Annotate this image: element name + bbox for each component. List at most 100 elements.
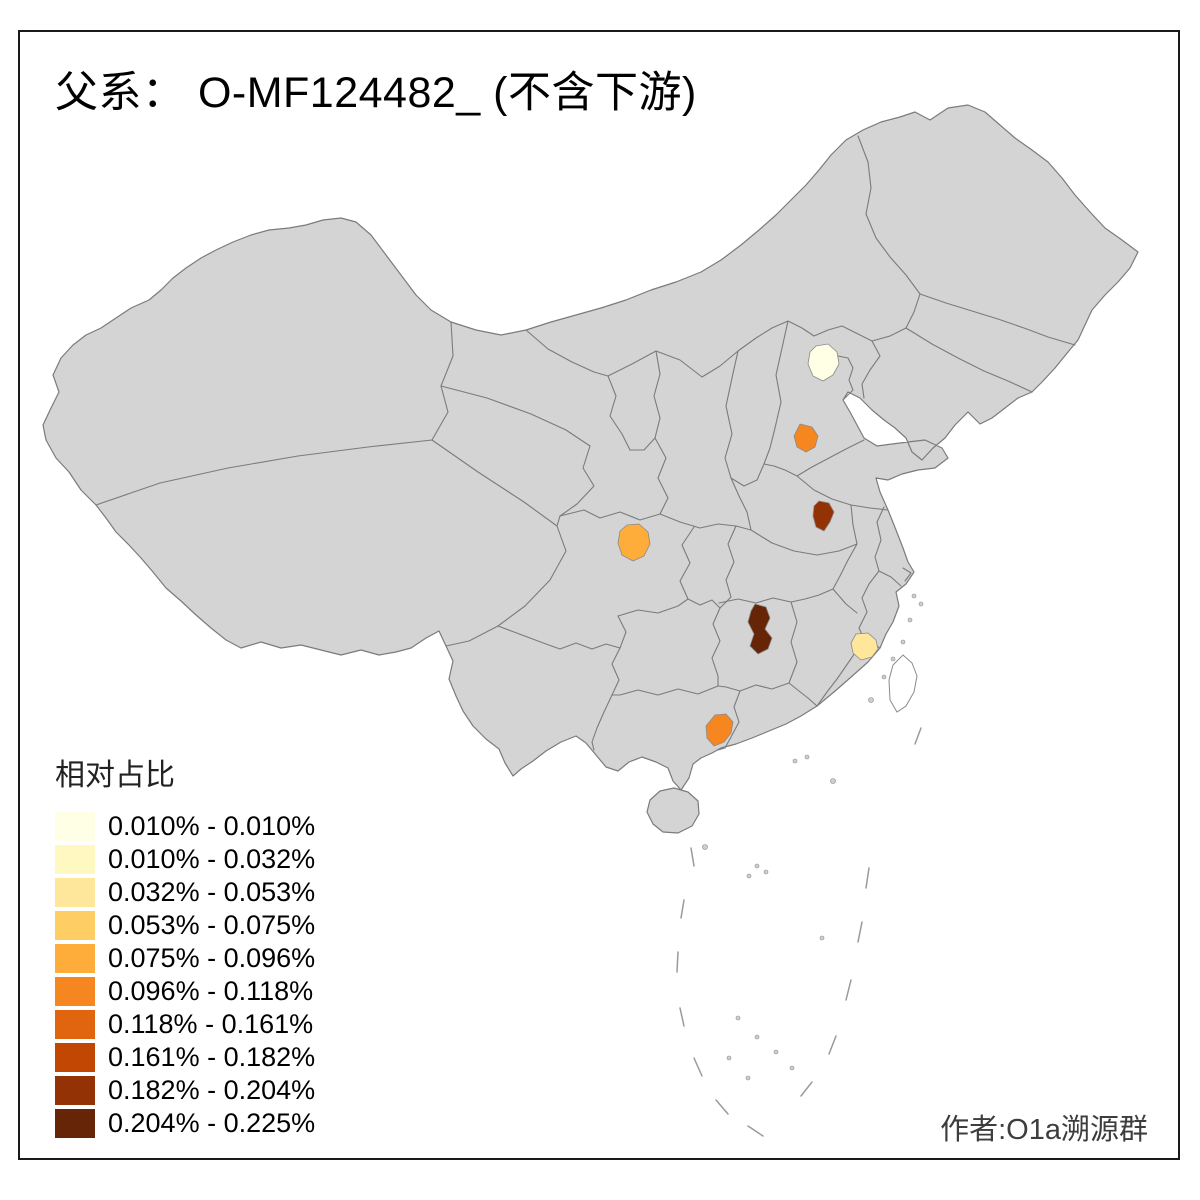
legend-item: 0.010% - 0.010% xyxy=(55,810,315,843)
page-title: 父系： O-MF124482_ (不含下游) xyxy=(55,69,697,117)
province-border xyxy=(730,477,752,531)
island-dot xyxy=(819,935,825,941)
highlighted-regions xyxy=(617,343,879,747)
legend-item: 0.118% - 0.161% xyxy=(55,1008,315,1041)
dash-segment xyxy=(747,1125,764,1137)
island-dot xyxy=(745,1075,751,1081)
province-border xyxy=(919,293,1076,346)
province-border xyxy=(607,375,631,451)
island-dot xyxy=(754,1034,760,1040)
legend-label: 0.010% - 0.032% xyxy=(108,844,316,874)
province-border xyxy=(431,439,567,647)
china-mainland-shape xyxy=(42,104,1139,791)
dash-segment xyxy=(857,921,863,943)
region-highlight-chengdu-sichuan xyxy=(617,523,651,562)
region-highlight-central-henan xyxy=(812,500,835,532)
legend-label: 0.204% - 0.225% xyxy=(108,1108,316,1138)
island-dot xyxy=(890,656,896,662)
province-border xyxy=(711,607,721,687)
legend-swatch xyxy=(55,878,95,907)
legend-item: 0.010% - 0.032% xyxy=(55,843,315,876)
province-border xyxy=(871,327,907,342)
province-border xyxy=(607,320,873,378)
province-border xyxy=(874,506,885,572)
dash-segment xyxy=(679,1007,685,1027)
island-dot xyxy=(789,1065,795,1071)
province-border xyxy=(717,682,790,692)
region-highlight-beijing xyxy=(807,343,840,382)
province-border xyxy=(763,463,798,477)
legend-swatch xyxy=(55,1043,95,1072)
island-dot xyxy=(881,674,887,680)
province-border xyxy=(591,694,613,751)
legend: 相对占比 0.010% - 0.010% 0.010% - 0.032% 0.0… xyxy=(55,750,315,1140)
island-dot xyxy=(746,873,752,879)
province-border xyxy=(905,293,921,329)
legend-swatch xyxy=(55,944,95,973)
province-border xyxy=(832,543,858,590)
island-dot xyxy=(918,601,924,607)
legend-label: 0.118% - 0.161% xyxy=(108,1009,314,1039)
province-border xyxy=(718,597,792,604)
dash-segment xyxy=(865,867,870,889)
legend-swatch xyxy=(55,911,95,940)
island-dot xyxy=(754,863,760,869)
province-border xyxy=(525,329,609,377)
province-border xyxy=(790,588,834,603)
legend-item: 0.075% - 0.096% xyxy=(55,942,315,975)
province-border xyxy=(440,385,591,447)
province-border xyxy=(850,504,858,545)
dash-segment xyxy=(680,899,685,919)
province-border xyxy=(750,529,858,556)
legend-label: 0.053% - 0.075% xyxy=(108,910,316,940)
province-border xyxy=(654,437,669,515)
island-dot xyxy=(763,869,769,875)
province-border xyxy=(617,596,732,617)
legend-swatch xyxy=(55,1010,95,1039)
region-highlight-eastern-hunan xyxy=(747,603,773,655)
legend-item: 0.161% - 0.182% xyxy=(55,1041,315,1074)
coastal-islands xyxy=(702,593,924,1081)
island-dot xyxy=(792,758,798,764)
legend-swatch xyxy=(55,812,95,841)
province-border xyxy=(902,567,912,582)
province-border xyxy=(725,525,737,598)
legend-label: 0.032% - 0.053% xyxy=(108,877,316,907)
legend-label: 0.161% - 0.182% xyxy=(108,1042,316,1072)
province-border xyxy=(724,350,739,479)
province-border xyxy=(497,625,621,650)
legend-label: 0.182% - 0.204% xyxy=(108,1075,316,1105)
province-border xyxy=(556,445,595,527)
author-attribution: 作者:O1a溯源群 xyxy=(940,1114,1148,1146)
legend-swatch xyxy=(55,1076,95,1105)
island-dot xyxy=(804,754,810,760)
south-china-sea-dashes xyxy=(676,727,922,1137)
dash-segment xyxy=(845,979,852,1001)
island-dot xyxy=(702,844,708,850)
province-border xyxy=(559,509,661,521)
province-border xyxy=(679,526,695,600)
dash-segment xyxy=(693,1057,703,1077)
island-dot xyxy=(773,1049,779,1055)
dash-segment xyxy=(715,1099,729,1115)
legend-swatch xyxy=(55,1109,95,1138)
province-border xyxy=(611,685,719,696)
province-border xyxy=(796,439,865,477)
province-border xyxy=(788,682,818,707)
province-border xyxy=(905,327,1033,393)
legend-label: 0.010% - 0.010% xyxy=(108,811,316,841)
province-border xyxy=(763,320,789,465)
legend-label: 0.075% - 0.096% xyxy=(108,943,316,973)
dash-segment xyxy=(690,847,695,867)
province-border xyxy=(730,463,765,487)
legend-swatch xyxy=(55,845,95,874)
legend-swatch xyxy=(55,977,95,1006)
province-border xyxy=(95,439,433,506)
province-border xyxy=(629,350,661,451)
region-highlight-southeastern-guangxi xyxy=(705,713,734,747)
legend-item: 0.053% - 0.075% xyxy=(55,909,315,942)
province-border xyxy=(659,513,752,531)
legend-item: 0.032% - 0.053% xyxy=(55,876,315,909)
